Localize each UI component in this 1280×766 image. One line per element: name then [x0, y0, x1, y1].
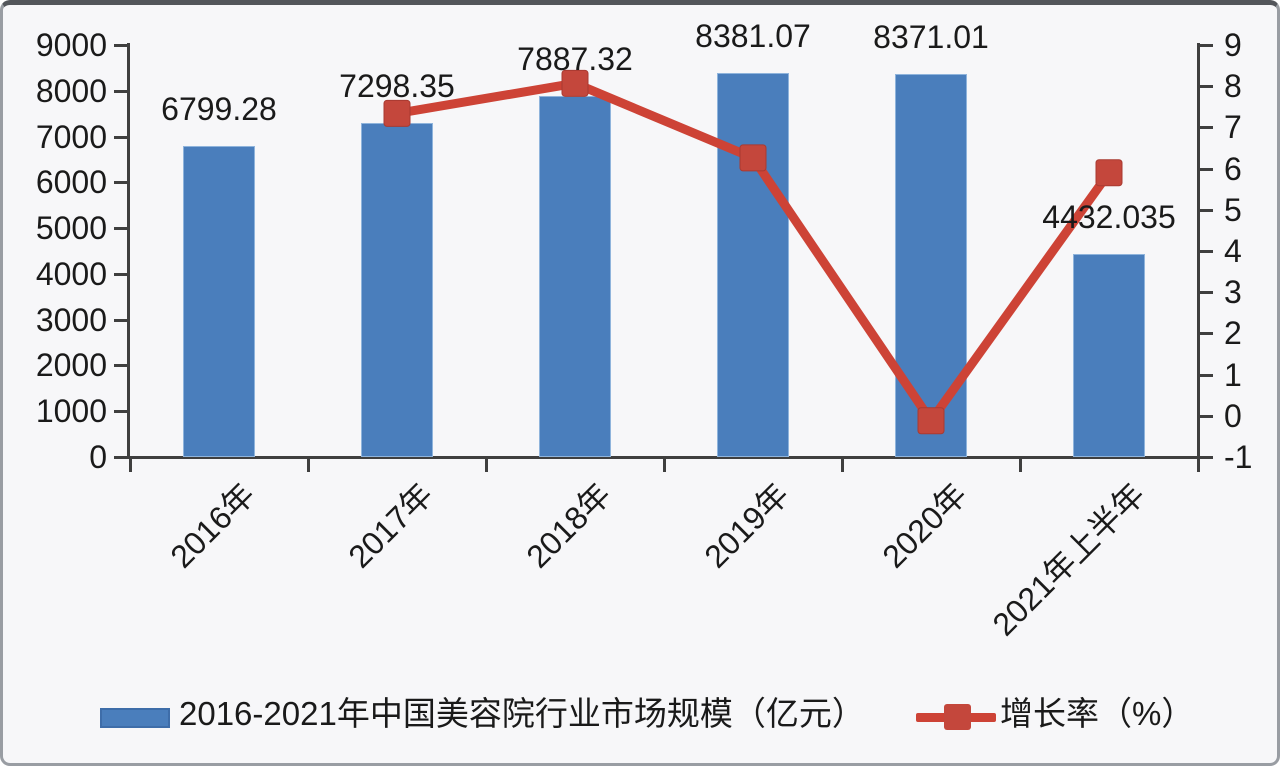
axes-layer — [3, 5, 1277, 763]
y-right-tick — [1200, 167, 1213, 171]
y-right-tick — [1200, 414, 1213, 418]
y-left-tick — [114, 456, 127, 459]
y-axis-left-tick-label: 2000 — [35, 347, 107, 384]
bar-value-label: 8371.01 — [873, 18, 989, 55]
bar-value-label: 6799.28 — [161, 90, 277, 127]
y-right-tick — [1200, 373, 1213, 377]
x-axis-tick — [1018, 457, 1022, 472]
legend-line-marker-icon — [944, 704, 971, 730]
combo-chart: 9000 8000 7000 6000 5000 4000 3000 2000 1000 0 9 8 7… — [3, 5, 1277, 763]
y-axis-left-tick-label: 0 — [89, 439, 107, 475]
y-right-tick — [1200, 208, 1213, 212]
y-axis-left-tick-label: 5000 — [35, 210, 107, 247]
labels-layer: 9000 8000 7000 6000 5000 4000 3000 2000 1000 0 9 8 7… — [3, 5, 1277, 763]
y-left-tick — [114, 135, 127, 139]
y-axis-left-tick-label: 8000 — [35, 72, 107, 109]
x-axis-tick — [662, 457, 666, 472]
y-right-tick — [1200, 85, 1213, 89]
y-axis-left-tick-label: 7000 — [35, 118, 107, 155]
legend-bar-swatch-icon — [100, 708, 170, 728]
legend-label-market-size: 2016-2021年中国美容院行业市场规模（亿元） — [179, 695, 865, 732]
y-axis-left-tick-label: 4000 — [35, 255, 107, 292]
x-axis-tick — [306, 457, 310, 472]
x-axis-tick — [484, 457, 488, 472]
y-right-tick — [1200, 44, 1213, 47]
y-axis-right-line — [1197, 43, 1200, 459]
y-axis-right-tick-label: 6 — [1224, 150, 1242, 187]
y-left-tick — [114, 181, 127, 185]
y-axis-left-tick-label: 1000 — [35, 393, 107, 430]
y-right-tick — [1200, 291, 1213, 295]
y-right-tick — [1200, 332, 1213, 336]
y-axis-right-tick-label: 4 — [1224, 233, 1242, 269]
bar-value-label: 8381.07 — [695, 18, 811, 55]
y-axis-left-tick-label: 3000 — [35, 301, 107, 338]
y-left-tick — [114, 318, 127, 322]
x-axis-tick — [128, 457, 132, 472]
legend-label-growth-rate: 增长率（%） — [1000, 695, 1195, 732]
y-axis-right-tick-label: 8 — [1224, 68, 1242, 105]
y-left-tick — [114, 227, 127, 231]
y-axis-right-tick-label: 7 — [1224, 109, 1242, 146]
y-axis-left-tick-label: 6000 — [35, 164, 107, 201]
x-axis-tick — [1196, 457, 1200, 472]
y-axis-left-line — [127, 43, 130, 459]
y-axis-right-tick-label: 3 — [1224, 274, 1242, 311]
y-axis-right-tick-label: 9 — [1224, 27, 1242, 63]
y-axis-right-tick-label: -1 — [1224, 439, 1253, 475]
y-right-tick — [1200, 250, 1213, 253]
y-left-tick — [114, 89, 127, 93]
bar-2016年 — [183, 145, 255, 457]
y-axis-right-tick-label: 1 — [1224, 356, 1242, 393]
y-left-tick — [114, 272, 127, 276]
y-axis-right-tick-label: 2 — [1224, 315, 1242, 352]
y-axis-right-tick-label: 0 — [1224, 397, 1242, 434]
legend: 2016-2021年中国美容院行业市场规模（亿元） 增长率（%） — [3, 5, 1277, 763]
y-axis-right-tick-label: 5 — [1224, 191, 1242, 228]
y-right-tick — [1200, 126, 1213, 130]
y-axis-left-tick-label: 9000 — [35, 27, 107, 63]
y-left-tick — [114, 44, 127, 47]
x-axis-tick — [840, 457, 844, 472]
y-right-tick — [1200, 456, 1213, 459]
y-left-tick — [114, 410, 127, 414]
y-left-tick — [114, 364, 127, 368]
